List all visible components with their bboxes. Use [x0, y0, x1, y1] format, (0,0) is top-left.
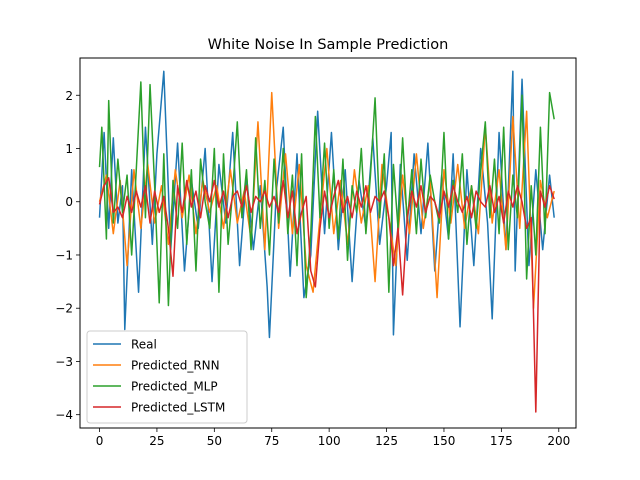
- x-tick-label: 0: [96, 434, 104, 448]
- legend-box: [86, 330, 248, 424]
- x-tick-label: 175: [490, 434, 513, 448]
- x-tick-label: 25: [149, 434, 164, 448]
- x-tick-label: 75: [264, 434, 279, 448]
- series-line-predicted-rnn: [98, 91, 555, 309]
- x-tick-label: 100: [318, 434, 341, 448]
- legend-label: Predicted_LSTM: [131, 401, 225, 415]
- legend-label: Real: [131, 338, 157, 352]
- series-layer: [98, 70, 555, 413]
- y-tick-label: −1: [55, 248, 73, 262]
- plot-frame: [79, 57, 577, 429]
- legend: Real Predicted_RNN Predicted_MLP Predicted_…: [86, 330, 248, 424]
- series-line-predicted-lstm: [98, 177, 555, 413]
- y-tick-label: 1: [65, 142, 73, 156]
- y-tick-label: −2: [55, 302, 73, 316]
- x-tick-label: 150: [433, 434, 456, 448]
- y-axis-ticks: −4 −3 −2 −1 0 1 2: [55, 89, 80, 422]
- y-tick-label: −3: [55, 355, 73, 369]
- y-tick-label: 0: [65, 195, 73, 209]
- x-axis-ticks: 0 25 50 75 100 125 150 175 200: [96, 428, 570, 448]
- x-tick-label: 200: [547, 434, 570, 448]
- x-tick-label: 125: [375, 434, 398, 448]
- legend-label: Predicted_MLP: [131, 380, 218, 394]
- legend-label: Predicted_RNN: [131, 359, 220, 373]
- x-tick-label: 50: [207, 434, 222, 448]
- series-line-real: [98, 70, 555, 339]
- y-tick-label: 2: [65, 89, 73, 103]
- y-tick-label: −4: [55, 408, 73, 422]
- chart-title: White Noise In Sample Prediction: [208, 37, 449, 53]
- series-line-predicted-mlp: [98, 81, 555, 307]
